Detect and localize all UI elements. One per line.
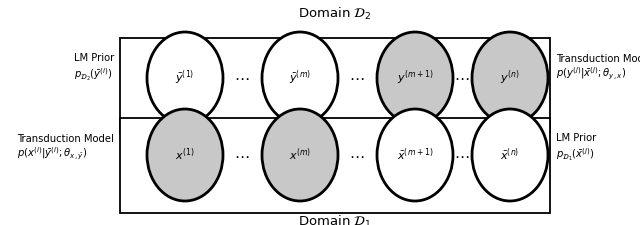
Ellipse shape <box>472 109 548 201</box>
Text: Domain $\mathcal{D}_2$: Domain $\mathcal{D}_2$ <box>298 6 372 22</box>
Ellipse shape <box>377 109 453 201</box>
Ellipse shape <box>262 32 338 124</box>
Text: Transduction Model
$p(x^{(i)}|\bar{y}^{(i)};\theta_{x,\bar{y}})$: Transduction Model $p(x^{(i)}|\bar{y}^{(… <box>17 134 114 162</box>
Text: $\cdots$: $\cdots$ <box>234 148 250 162</box>
Text: $\cdots$: $\cdots$ <box>349 70 365 86</box>
Text: $\bar{x}^{(n)}$: $\bar{x}^{(n)}$ <box>500 147 520 163</box>
Text: $x^{(m)}$: $x^{(m)}$ <box>289 147 311 163</box>
Text: $y^{(m+1)}$: $y^{(m+1)}$ <box>397 69 433 87</box>
Text: $\bar{x}^{(m+1)}$: $\bar{x}^{(m+1)}$ <box>397 147 433 163</box>
Ellipse shape <box>147 109 223 201</box>
Text: $y^{(n)}$: $y^{(n)}$ <box>500 69 520 87</box>
Bar <box>120 38 550 133</box>
Ellipse shape <box>262 109 338 201</box>
Text: LM Prior
$p_{\mathcal{D}_1}(\bar{x}^{(j)})$: LM Prior $p_{\mathcal{D}_1}(\bar{x}^{(j)… <box>556 133 596 163</box>
Ellipse shape <box>377 32 453 124</box>
Bar <box>120 118 550 213</box>
Text: Transduction Model
$p(y^{(j)}|\bar{x}^{(j)};\theta_{y,x})$: Transduction Model $p(y^{(j)}|\bar{x}^{(… <box>556 54 640 82</box>
Text: LM Prior
$p_{\mathcal{D}_2}(\bar{y}^{(i)})$: LM Prior $p_{\mathcal{D}_2}(\bar{y}^{(i)… <box>74 53 114 83</box>
Text: $\cdots$: $\cdots$ <box>454 148 470 162</box>
Text: $x^{(1)}$: $x^{(1)}$ <box>175 147 195 163</box>
Text: $\bar{y}^{(1)}$: $\bar{y}^{(1)}$ <box>175 69 195 87</box>
Text: Domain $\mathcal{D}_1$: Domain $\mathcal{D}_1$ <box>298 214 372 225</box>
Text: $\cdots$: $\cdots$ <box>454 70 470 86</box>
Text: $\cdots$: $\cdots$ <box>349 148 365 162</box>
Ellipse shape <box>472 32 548 124</box>
Ellipse shape <box>147 32 223 124</box>
Text: $\bar{y}^{(m)}$: $\bar{y}^{(m)}$ <box>289 69 311 87</box>
Text: $\cdots$: $\cdots$ <box>234 70 250 86</box>
